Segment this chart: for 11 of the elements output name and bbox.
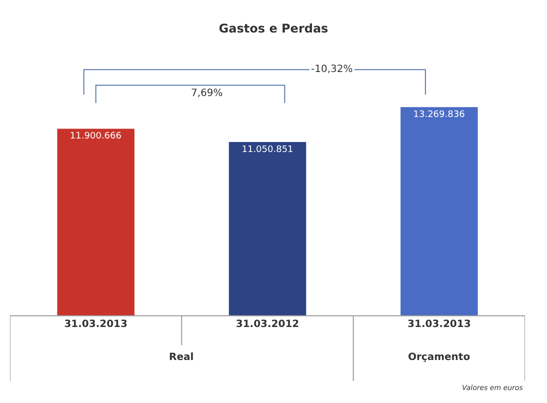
data-label: 11.050.851 [242, 145, 294, 156]
text: 7,69% [191, 88, 223, 99]
x-tick-label: 31.03.2013 [408, 318, 471, 330]
x-tick-label: 31.03.2013 [64, 318, 128, 330]
chart-title: Gastos e Perdas [218, 22, 328, 36]
text: Orçamento [408, 352, 470, 363]
data-label: 11.900.666 [70, 132, 122, 142]
x-tick-label: 31.03.2012 [236, 318, 300, 330]
data-label: 13.269.836 [413, 110, 466, 120]
text: -10,32% [311, 64, 353, 75]
text: Real [169, 352, 194, 363]
